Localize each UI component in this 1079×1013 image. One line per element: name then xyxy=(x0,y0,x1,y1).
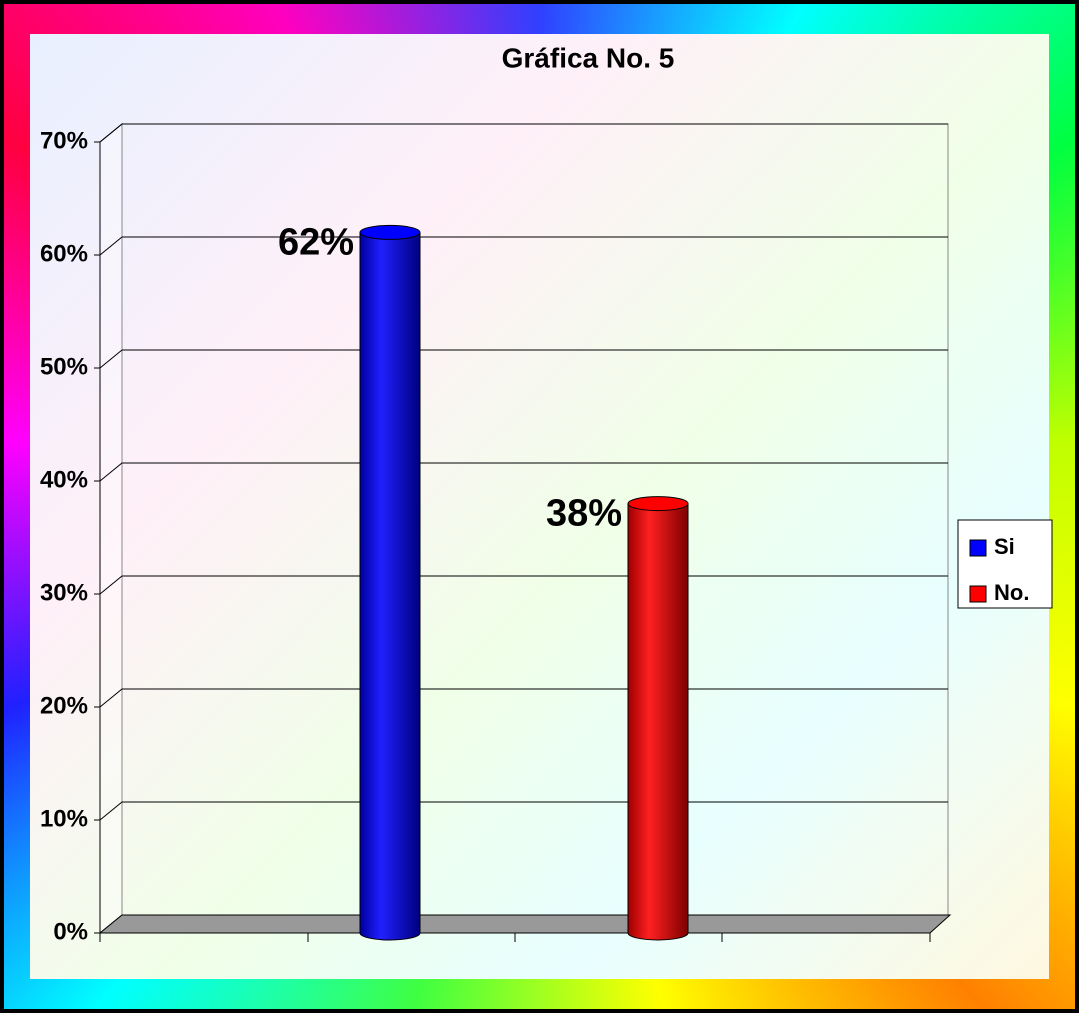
bar-fill xyxy=(360,232,420,933)
grid-line xyxy=(99,462,948,482)
value-label: 38% xyxy=(546,493,622,535)
bar-cap xyxy=(627,496,689,512)
legend-label: Si xyxy=(994,534,1015,559)
chart-background xyxy=(30,34,1049,979)
bar-cap xyxy=(359,224,421,240)
grid-line xyxy=(99,123,948,143)
y-tick-label: 70% xyxy=(40,127,88,154)
grid-line xyxy=(99,349,948,369)
grid-line xyxy=(99,688,948,708)
y-tick-label: 60% xyxy=(40,240,88,267)
y-tick-label: 0% xyxy=(53,918,88,945)
legend-swatch xyxy=(969,585,987,603)
x-axis-ticks xyxy=(99,933,931,942)
back-wall xyxy=(121,123,949,916)
y-tick-label: 10% xyxy=(40,805,88,832)
side-wall xyxy=(99,122,123,935)
grid-line xyxy=(99,801,948,821)
y-tick-label: 50% xyxy=(40,353,88,380)
legend-swatch xyxy=(969,539,987,557)
legend-label: No. xyxy=(994,580,1029,605)
grid-line xyxy=(99,575,948,595)
grid-line xyxy=(99,236,948,256)
y-tick-label: 20% xyxy=(40,692,88,719)
y-tick-label: 30% xyxy=(40,579,88,606)
value-label: 62% xyxy=(278,221,354,263)
chart-title: Gráfica No. 5 xyxy=(502,42,675,73)
floor xyxy=(98,914,952,934)
y-tick-label: 40% xyxy=(40,466,88,493)
bar-fill xyxy=(628,503,688,933)
